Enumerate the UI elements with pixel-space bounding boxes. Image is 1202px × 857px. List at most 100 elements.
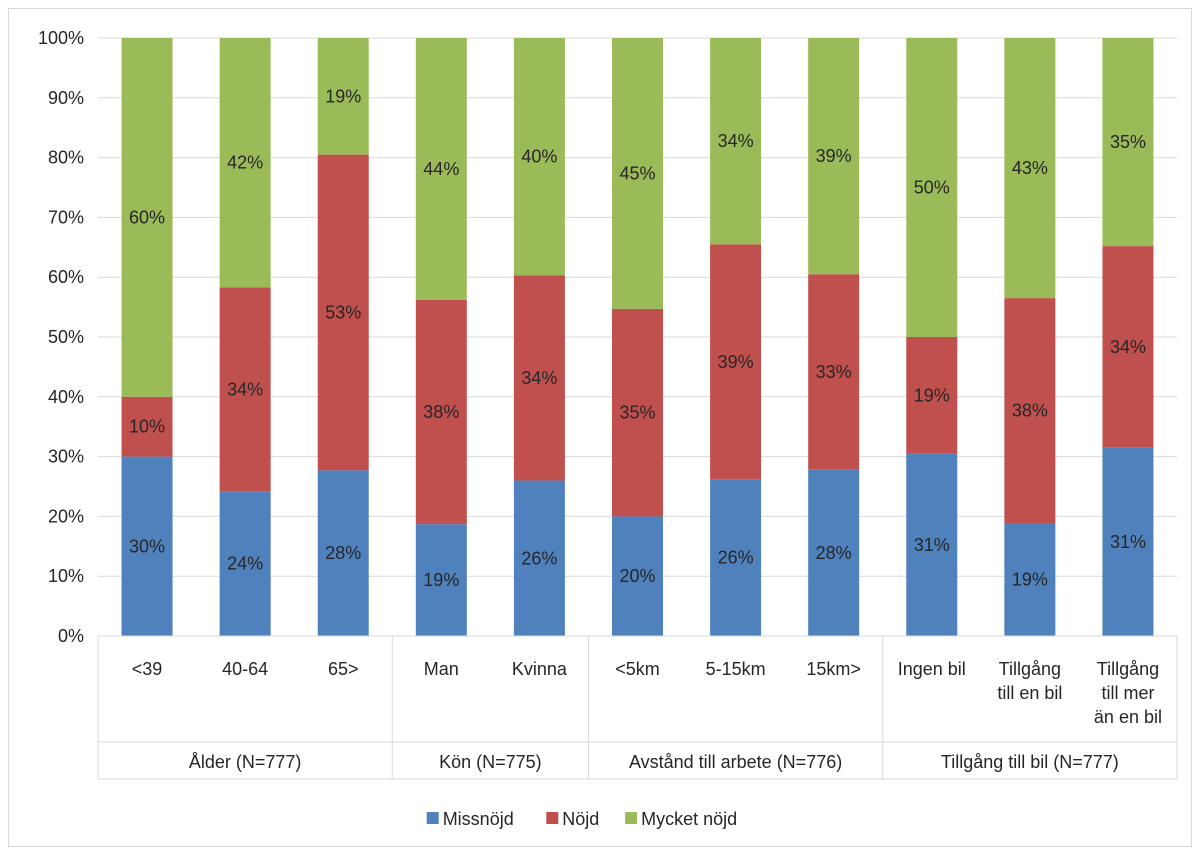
bar-segment-missn-jd <box>906 453 958 636</box>
category-label: 65> <box>328 659 359 679</box>
bar-segment-mycket-n-jd <box>710 38 762 245</box>
chart-frame <box>8 8 1192 847</box>
y-tick-label: 90% <box>48 88 84 108</box>
y-tick-label: 80% <box>48 148 84 168</box>
y-tick-label: 100% <box>38 28 84 48</box>
legend-label: Mycket nöjd <box>641 809 737 829</box>
data-label: 40% <box>521 147 557 167</box>
category-label: Tillgång <box>1097 659 1159 679</box>
bar-segment-n-jd <box>317 154 369 471</box>
data-label: 28% <box>325 543 361 563</box>
data-label: 31% <box>914 535 950 555</box>
bar-segment-mycket-n-jd <box>513 38 565 276</box>
data-label: 33% <box>816 362 852 382</box>
data-label: 38% <box>423 402 459 422</box>
group-label: Avstånd till arbete (N=776) <box>629 752 842 772</box>
bar-segment-mycket-n-jd <box>906 38 958 337</box>
category-label: 15km> <box>806 659 861 679</box>
bar-segment-missn-jd <box>415 524 467 636</box>
bar-segment-missn-jd <box>513 480 565 636</box>
data-label: 45% <box>619 163 655 183</box>
data-label: 42% <box>227 153 263 173</box>
legend-label: Missnöjd <box>443 809 514 829</box>
legend-swatch <box>625 812 638 824</box>
bar-segment-mycket-n-jd <box>317 38 369 155</box>
data-label: 34% <box>521 368 557 388</box>
group-label: Tillgång till bil (N=777) <box>941 752 1119 772</box>
data-label: 34% <box>1110 337 1146 357</box>
bar-segment-n-jd <box>1102 246 1154 448</box>
data-label: 44% <box>423 159 459 179</box>
category-label: 5-15km <box>706 659 766 679</box>
data-label: 19% <box>1012 569 1048 589</box>
legend-swatch <box>426 812 439 824</box>
data-label: 53% <box>325 302 361 322</box>
category-label: till mer <box>1101 683 1154 703</box>
y-tick-label: 0% <box>58 626 84 646</box>
bar-segment-missn-jd <box>710 479 762 636</box>
group-label: Ålder (N=777) <box>189 752 302 772</box>
legend-swatch <box>546 812 559 824</box>
bar-segment-n-jd <box>415 299 467 525</box>
bar-segment-mycket-n-jd <box>1004 38 1056 299</box>
y-tick-label: 60% <box>48 267 84 287</box>
data-label: 35% <box>619 403 655 423</box>
data-label: 34% <box>718 131 754 151</box>
data-label: 20% <box>619 566 655 586</box>
category-label: <39 <box>132 659 163 679</box>
data-label: 38% <box>1012 401 1048 421</box>
y-tick-label: 50% <box>48 327 84 347</box>
bar-segment-missn-jd <box>121 456 173 636</box>
data-label: 10% <box>129 417 165 437</box>
data-label: 28% <box>816 543 852 563</box>
bar-segment-mycket-n-jd <box>612 38 663 309</box>
bar-segment-n-jd <box>219 287 271 492</box>
y-tick-label: 10% <box>48 566 84 586</box>
y-tick-label: 30% <box>48 447 84 467</box>
data-label: 26% <box>718 548 754 568</box>
bar-segment-n-jd <box>906 337 958 454</box>
bar-segment-missn-jd <box>612 516 663 636</box>
bar-segment-mycket-n-jd <box>121 38 173 397</box>
bar-segment-n-jd <box>1004 298 1056 523</box>
category-label: Ingen bil <box>898 659 966 679</box>
category-label: Kvinna <box>512 659 568 679</box>
bar-segment-mycket-n-jd <box>219 38 271 288</box>
data-label: 35% <box>1110 132 1146 152</box>
bar-segment-missn-jd <box>317 470 369 636</box>
data-label: 24% <box>227 554 263 574</box>
bar-segment-n-jd <box>121 396 173 457</box>
data-label: 31% <box>1110 532 1146 552</box>
data-label: 34% <box>227 379 263 399</box>
category-label: Tillgång <box>999 659 1061 679</box>
bar-segment-n-jd <box>710 244 762 480</box>
data-label: 30% <box>129 536 165 556</box>
bar-segment-mycket-n-jd <box>1102 38 1154 247</box>
data-label: 19% <box>914 385 950 405</box>
bar-segment-n-jd <box>513 275 565 481</box>
bar-segment-n-jd <box>808 274 860 470</box>
data-label: 39% <box>718 352 754 372</box>
y-tick-label: 20% <box>48 506 84 526</box>
category-label: än en bil <box>1094 707 1162 727</box>
bar-segment-missn-jd <box>219 491 271 636</box>
bar-segment-missn-jd <box>1102 447 1154 636</box>
legend-label: Nöjd <box>562 809 599 829</box>
bar-segment-missn-jd <box>808 469 860 636</box>
group-label: Kön (N=775) <box>439 752 542 772</box>
data-label: 19% <box>423 570 459 590</box>
bar-segment-mycket-n-jd <box>808 38 860 275</box>
data-label: 39% <box>816 146 852 166</box>
y-tick-label: 40% <box>48 387 84 407</box>
bar-segment-n-jd <box>612 308 663 517</box>
category-label: till en bil <box>997 683 1062 703</box>
data-label: 50% <box>914 178 950 198</box>
bar-segment-missn-jd <box>1004 522 1056 636</box>
data-label: 60% <box>129 207 165 227</box>
category-label: <5km <box>615 659 660 679</box>
y-tick-label: 70% <box>48 207 84 227</box>
data-label: 26% <box>521 548 557 568</box>
category-label: 40-64 <box>222 659 268 679</box>
data-label: 19% <box>325 86 361 106</box>
